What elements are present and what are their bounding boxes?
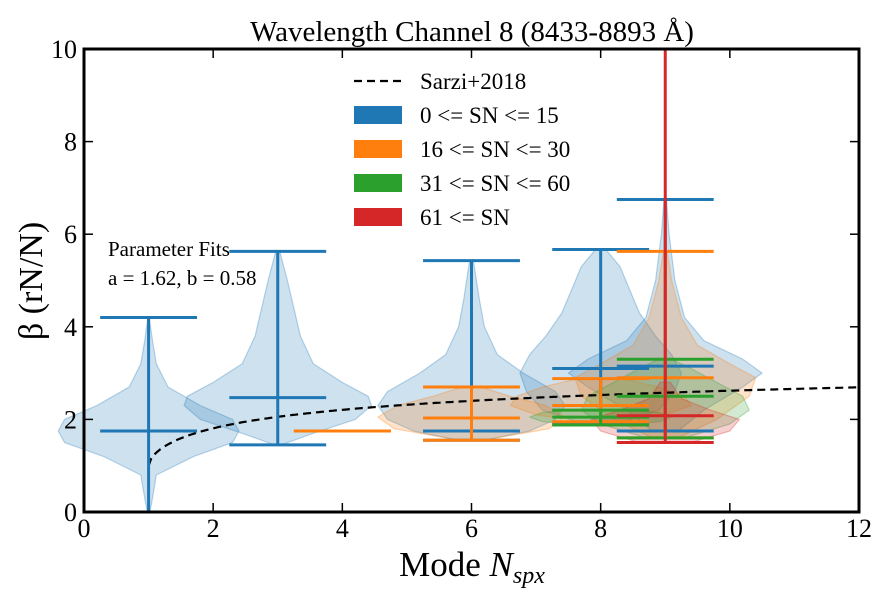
x-axis-label: Mode Nspx <box>399 545 545 589</box>
legend-item-5-swatch <box>354 208 402 226</box>
legend-item-1-label: Sarzi+2018 <box>420 69 526 94</box>
y-tick-label-8: 8 <box>64 128 77 157</box>
annotation-line-2: a = 1.62, b = 0.58 <box>108 266 257 290</box>
legend-item-4-label: 31 <= SN <= 60 <box>420 171 570 196</box>
y-axis-label: β (rN/N) <box>13 222 50 340</box>
x-tick-label-8: 8 <box>594 514 607 543</box>
x-tick-label-4: 4 <box>336 514 349 543</box>
y-tick-label-2: 2 <box>64 405 77 434</box>
x-tick-label-12: 12 <box>846 514 872 543</box>
ticks-layer: 0 2 4 6 8 10 12 0 2 4 6 8 10 <box>51 35 872 543</box>
x-tick-label-6: 6 <box>465 514 478 543</box>
x-axis-label-var: N <box>489 545 515 584</box>
y-tick-label-0: 0 <box>64 498 77 527</box>
legend-item-3-swatch <box>354 140 402 158</box>
legend-item-2-swatch <box>354 106 402 124</box>
legend-item-2-label: 0 <= SN <= 15 <box>420 103 559 128</box>
chart-title: Wavelength Channel 8 (8433-8893 Å) <box>250 16 694 48</box>
legend: Sarzi+2018 0 <= SN <= 15 16 <= SN <= 30 31 … <box>354 69 570 230</box>
x-tick-label-2: 2 <box>207 514 220 543</box>
annotation-line-1: Parameter Fits <box>108 237 230 261</box>
x-axis-label-sub: spx <box>513 563 545 589</box>
fit-layer <box>147 386 860 467</box>
y-tick-label-10: 10 <box>51 35 77 64</box>
legend-item-3-label: 16 <= SN <= 30 <box>420 137 570 162</box>
whiskers-layer <box>100 47 714 514</box>
legend-item-4-swatch <box>354 174 402 192</box>
y-tick-label-4: 4 <box>64 313 77 342</box>
x-tick-label-0: 0 <box>78 514 91 543</box>
fit-curve <box>147 386 860 467</box>
x-tick-label-10: 10 <box>717 514 743 543</box>
legend-item-5-label: 61 <= SN <box>420 205 510 230</box>
x-axis-label-main: Mode <box>399 545 489 584</box>
y-tick-label-6: 6 <box>64 220 77 249</box>
